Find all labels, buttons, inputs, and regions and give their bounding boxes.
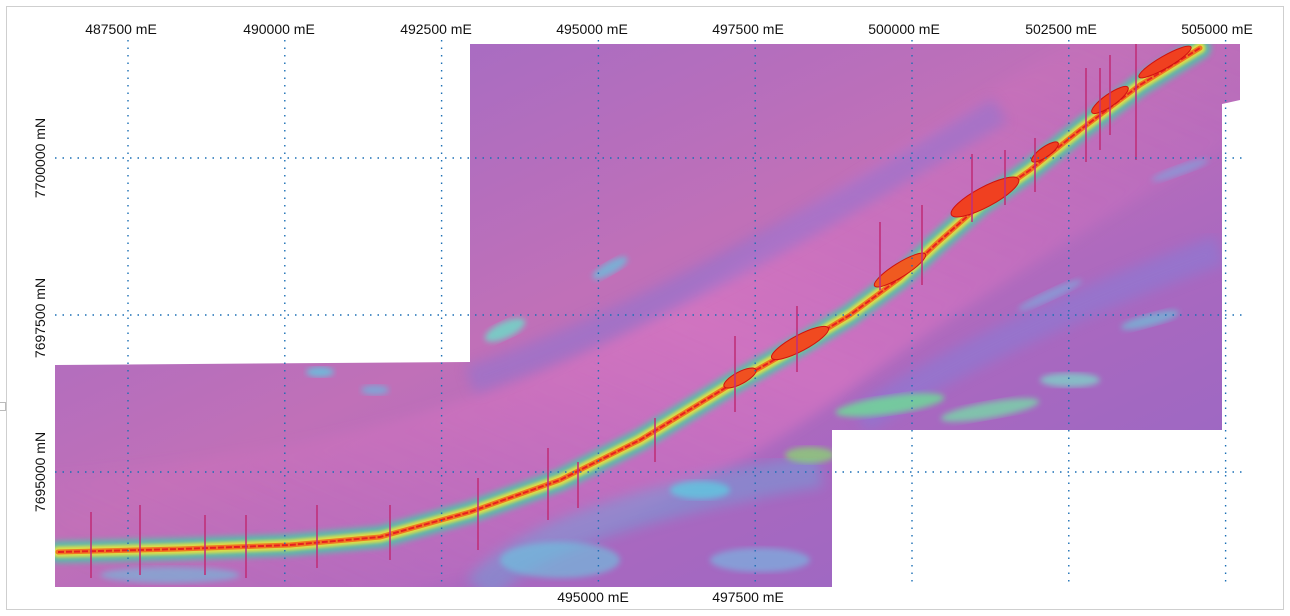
ridge-anomaly-bodies	[723, 45, 1192, 389]
easting-label: 497500 mE	[712, 21, 784, 37]
northing-label: 7697500 mN	[32, 277, 48, 359]
anomaly-raster	[55, 44, 1240, 587]
easting-label: 492500 mE	[400, 21, 472, 37]
easting-label: 487500 mE	[85, 21, 157, 37]
coordinate-grid	[55, 40, 1245, 587]
northing-label: 7700000 mN	[32, 117, 48, 199]
easting-label: 490000 mE	[243, 21, 315, 37]
easting-label: 502500 mE	[1025, 21, 1097, 37]
easting-label: 505000 mE	[1181, 21, 1253, 37]
northing-label: 7695000 mN	[32, 431, 48, 513]
map-frame	[6, 6, 1284, 610]
easting-label: 500000 mE	[868, 21, 940, 37]
easting-label: 497500 mE	[712, 589, 784, 605]
easting-label: 495000 mE	[556, 21, 628, 37]
easting-label: 495000 mE	[557, 589, 629, 605]
side-handle	[0, 402, 6, 411]
drillhole-traces	[90, 44, 1137, 578]
